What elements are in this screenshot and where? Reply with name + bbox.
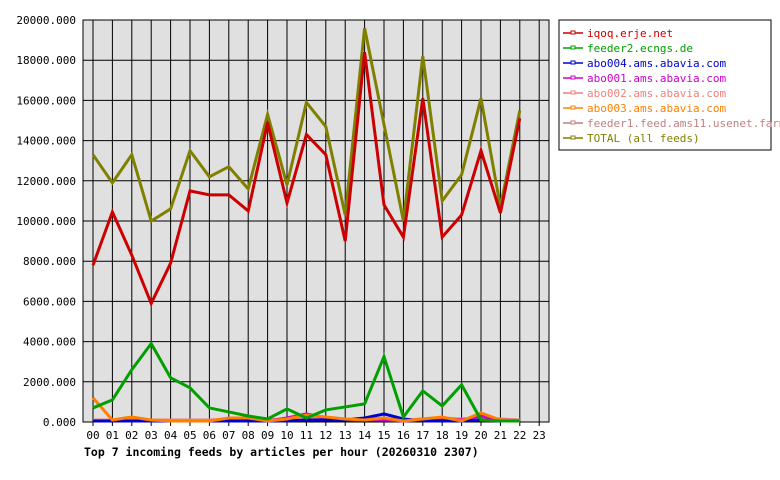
y-tick-label: 0.000 bbox=[43, 416, 76, 429]
legend-label: abo001.ams.abavia.com bbox=[587, 72, 726, 85]
legend-item: TOTAL (all feeds) bbox=[563, 132, 700, 145]
legend-item: abo002.ams.abavia.com bbox=[563, 87, 726, 100]
legend-item: feeder2.ecngs.de bbox=[563, 42, 693, 55]
x-tick-label: 01 bbox=[106, 429, 119, 442]
x-tick-label: 20 bbox=[474, 429, 487, 442]
legend-item: abo003.ams.abavia.com bbox=[563, 102, 726, 115]
y-tick-label: 16000.000 bbox=[16, 94, 76, 107]
y-tick-label: 2000.000 bbox=[23, 376, 76, 389]
legend-item: iqoq.erje.net bbox=[563, 27, 673, 40]
x-tick-label: 21 bbox=[494, 429, 507, 442]
series-line-7 bbox=[91, 27, 522, 224]
legend-item: abo001.ams.abavia.com bbox=[563, 72, 726, 85]
x-tick-label: 22 bbox=[513, 429, 526, 442]
legend-label: abo003.ams.abavia.com bbox=[587, 102, 726, 115]
series-line-1 bbox=[92, 340, 520, 423]
y-tick-label: 6000.000 bbox=[23, 295, 76, 308]
y-tick-label: 20000.000 bbox=[16, 14, 76, 27]
legend-point-marker bbox=[570, 30, 576, 35]
x-tick-label: 11 bbox=[300, 429, 313, 442]
y-tick-label: 18000.000 bbox=[16, 54, 76, 67]
y-tick-label: 14000.000 bbox=[16, 135, 76, 148]
series-lines bbox=[91, 27, 522, 423]
x-tick-label: 14 bbox=[358, 429, 372, 442]
legend-point-marker bbox=[570, 120, 576, 125]
chart-title: Top 7 incoming feeds by articles per hou… bbox=[84, 445, 479, 459]
series-line-5 bbox=[91, 396, 520, 423]
y-tick-label: 8000.000 bbox=[23, 255, 76, 268]
x-tick-label: 23 bbox=[533, 429, 546, 442]
x-tick-label: 13 bbox=[339, 429, 352, 442]
y-tick-label: 12000.000 bbox=[16, 175, 76, 188]
legend-label: iqoq.erje.net bbox=[587, 27, 673, 40]
legend-point-marker bbox=[570, 60, 576, 65]
x-tick-label: 06 bbox=[203, 429, 216, 442]
x-tick-label: 17 bbox=[416, 429, 429, 442]
x-tick-label: 18 bbox=[436, 429, 449, 442]
x-tick-label: 12 bbox=[319, 429, 332, 442]
x-tick-label: 03 bbox=[145, 429, 158, 442]
legend-label: TOTAL (all feeds) bbox=[587, 132, 700, 145]
x-tick-label: 08 bbox=[242, 429, 255, 442]
legend-label: abo002.ams.abavia.com bbox=[587, 87, 726, 100]
x-tick-label: 19 bbox=[455, 429, 468, 442]
x-tick-label: 16 bbox=[397, 429, 410, 442]
legend-point-marker bbox=[570, 135, 576, 140]
legend-point-marker bbox=[570, 45, 576, 50]
x-tick-label: 10 bbox=[280, 429, 293, 442]
x-tick-label: 09 bbox=[261, 429, 274, 442]
y-axis-ticks: 0.000 2000.000 4000.000 6000.000 8000.000 100… bbox=[16, 14, 76, 429]
legend-point-marker bbox=[570, 105, 576, 110]
legend-item: feeder1.feed.ams11.usenet.farm bbox=[563, 117, 780, 130]
legend-label: feeder1.feed.ams11.usenet.farm bbox=[587, 117, 780, 130]
legend-item: abo004.ams.abavia.com bbox=[563, 57, 726, 70]
x-tick-label: 05 bbox=[183, 429, 196, 442]
legend-label: abo004.ams.abavia.com bbox=[587, 57, 726, 70]
series-line-0 bbox=[91, 51, 522, 308]
y-tick-label: 10000.000 bbox=[16, 215, 76, 228]
x-tick-label: 02 bbox=[125, 429, 138, 442]
x-tick-label: 07 bbox=[222, 429, 235, 442]
y-tick-label: 4000.000 bbox=[23, 336, 76, 349]
x-tick-label: 15 bbox=[377, 429, 390, 442]
x-tick-label: 00 bbox=[86, 429, 99, 442]
legend: iqoq.erje.net feeder2.ecngs.de abo004.ams.… bbox=[558, 19, 780, 151]
legend-point-marker bbox=[570, 75, 576, 80]
legend-label: feeder2.ecngs.de bbox=[587, 42, 693, 55]
x-tick-label: 04 bbox=[164, 429, 178, 442]
x-axis-ticks: 00 01 02 03 04 05 06 07 08 09 10 11 12 13 14 15 16 17 18 19… bbox=[86, 429, 545, 442]
legend-point-marker bbox=[570, 90, 576, 95]
